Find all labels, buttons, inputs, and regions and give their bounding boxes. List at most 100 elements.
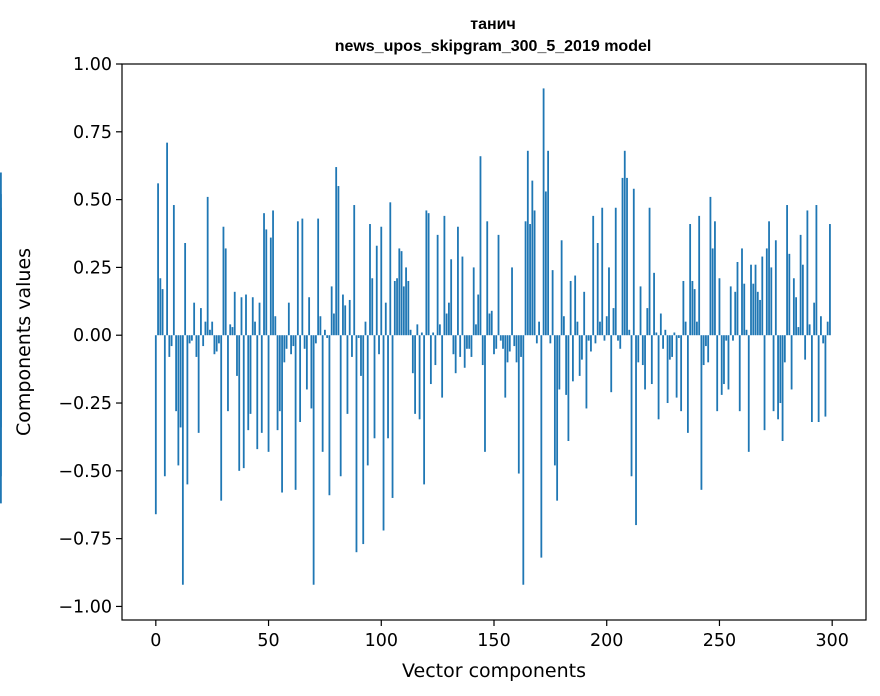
bar-33 <box>229 324 232 336</box>
bar-230 <box>673 332 676 336</box>
y-tick-label: 0.50 <box>73 191 112 211</box>
bar-277 <box>779 335 782 404</box>
x-tick-label: 200 <box>590 631 623 651</box>
bar-225 <box>662 335 664 349</box>
bar-92 <box>362 335 365 545</box>
bar-163 <box>522 335 525 585</box>
bar-61 <box>292 335 295 347</box>
bar-226 <box>664 329 667 336</box>
bar-87 <box>351 335 353 357</box>
bar-96 <box>371 278 374 336</box>
bar-52 <box>272 210 274 336</box>
bar-98 <box>375 245 378 336</box>
bar-292 <box>813 302 816 336</box>
bar-249 <box>716 335 719 412</box>
bar-255 <box>729 286 732 336</box>
bar-148 <box>488 313 491 336</box>
bar-25 <box>211 321 214 336</box>
bar-118 <box>420 332 423 336</box>
bar-171 <box>540 335 543 558</box>
bar-253 <box>725 335 728 341</box>
bar-218 <box>646 308 649 336</box>
bar-247 <box>711 248 714 336</box>
y-tick-label: 0.00 <box>73 326 112 346</box>
bar-39 <box>242 335 245 469</box>
bar-146 <box>484 335 486 452</box>
bar-84 <box>344 305 347 336</box>
bar-251 <box>720 335 723 395</box>
bar-287 <box>801 264 804 336</box>
bar-101 <box>382 335 385 531</box>
bar-221 <box>653 272 655 336</box>
bar-161 <box>517 335 520 474</box>
bar-195 <box>594 335 597 344</box>
bar-242 <box>700 335 703 490</box>
bar-261 <box>743 283 746 336</box>
bar-20 <box>200 308 202 336</box>
bar-293 <box>815 205 818 336</box>
bar-7 <box>170 335 173 347</box>
bar-106 <box>393 280 396 336</box>
bar-89 <box>355 335 358 553</box>
bar-80 <box>335 167 338 336</box>
bar-157 <box>508 335 511 352</box>
bar-202 <box>610 335 613 393</box>
bar-141 <box>472 267 475 336</box>
bar-186 <box>574 275 577 336</box>
bar-271 <box>765 248 768 336</box>
bar-4 <box>163 335 166 477</box>
bar-85 <box>346 335 349 414</box>
bar-122 <box>429 335 432 385</box>
bar-110 <box>402 286 405 336</box>
bar-203 <box>612 308 615 336</box>
bar-114 <box>411 335 414 374</box>
bar-258 <box>736 261 739 336</box>
bar-123 <box>432 332 435 336</box>
bar-183 <box>567 335 570 441</box>
bar-162 <box>520 335 522 357</box>
bar-32 <box>227 335 229 412</box>
bar-124 <box>434 335 437 366</box>
bar-236 <box>686 335 689 433</box>
bar-24 <box>209 329 211 336</box>
bar-62 <box>294 335 297 490</box>
bar-193 <box>590 335 592 352</box>
bar-53 <box>274 316 277 336</box>
bar-263 <box>747 335 750 452</box>
bar-238 <box>691 280 694 336</box>
bar-267 <box>756 291 759 336</box>
bar-130 <box>448 302 450 336</box>
bar-45 <box>256 335 259 450</box>
bar-216 <box>641 335 644 366</box>
y-axis-ticks: 1.00 0.75 0.50 0.25 0.00 −0.25 −0.50 −0.75 −1.00 <box>58 55 122 617</box>
bar-10 <box>177 335 180 466</box>
bar-49 <box>265 229 268 336</box>
bar-254 <box>727 335 730 390</box>
y-tick-label: 1.00 <box>73 55 112 75</box>
bar-153 <box>499 335 502 341</box>
bars-group <box>0 88 831 585</box>
bar-275 <box>774 240 777 336</box>
bar-135 <box>459 335 462 357</box>
bar-206 <box>619 335 622 349</box>
bar-73 <box>319 316 322 336</box>
bar-36 <box>236 335 238 376</box>
bar-229 <box>671 335 674 357</box>
x-axis-ticks: 0 50 100 150 200 250 300 <box>150 620 849 651</box>
bar-172 <box>542 88 545 336</box>
bar-121 <box>427 213 430 336</box>
bar-175 <box>549 335 552 344</box>
bar-285 <box>797 327 800 336</box>
bar-204 <box>614 207 617 336</box>
bar-259 <box>738 335 741 412</box>
bar-132 <box>452 335 455 355</box>
bar-234 <box>682 280 685 336</box>
bar-140 <box>470 335 473 357</box>
bar-11 <box>179 335 182 428</box>
bar-17 <box>193 302 196 336</box>
chart-title: танич <box>470 16 516 33</box>
bar-142 <box>475 324 477 336</box>
bar-126 <box>438 324 441 336</box>
bar-55 <box>278 335 281 412</box>
bar-76 <box>326 335 329 338</box>
